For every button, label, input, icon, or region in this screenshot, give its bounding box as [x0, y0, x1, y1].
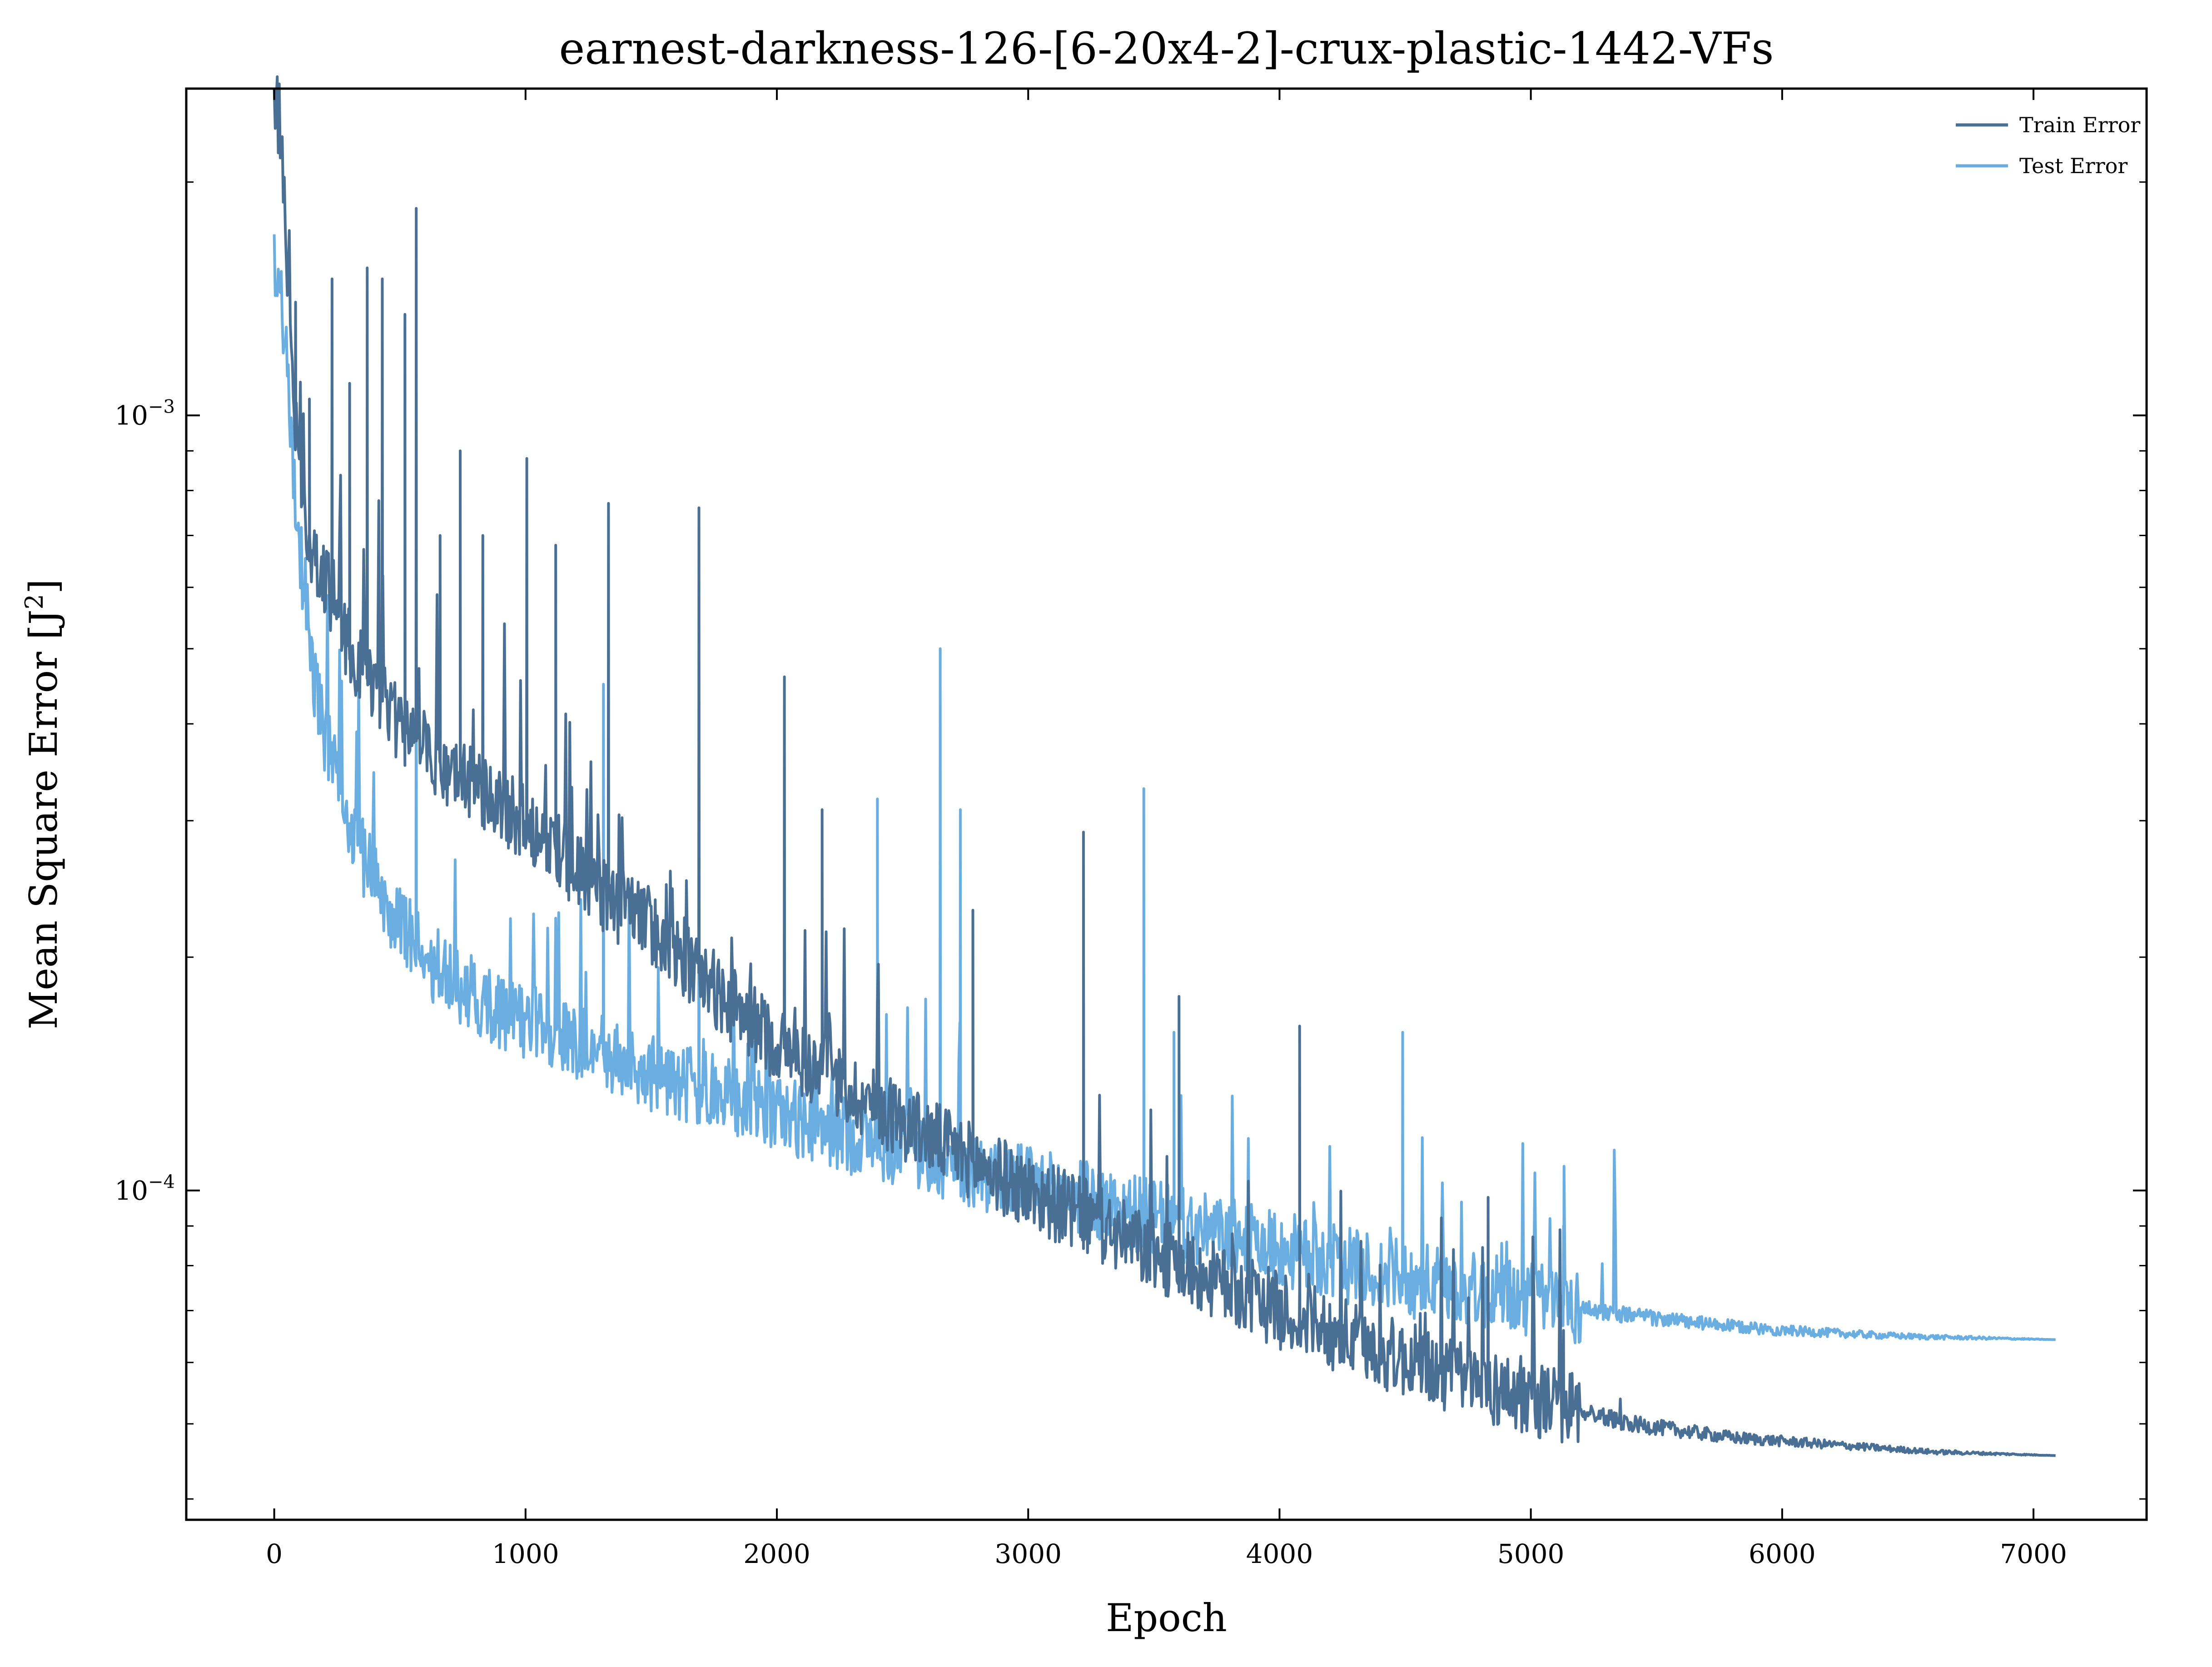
legend: Train Error Test Error	[1956, 113, 2140, 178]
series-lines	[273, 75, 2056, 1457]
y-axis-title-sup: 2	[20, 594, 49, 609]
y-tick-label-base: 10	[114, 1175, 148, 1206]
x-tick-label: 6000	[1749, 1538, 1816, 1569]
series-line-0	[273, 75, 2056, 1457]
y-tick-label: 10−3	[114, 396, 175, 431]
x-axis: 0 1000 2000 3000 4000 5000 6000 7000	[266, 89, 2067, 1569]
series-line-1	[273, 234, 2056, 1344]
x-tick-label: 3000	[994, 1538, 1062, 1569]
x-tick-label: 7000	[2000, 1538, 2067, 1569]
y-tick-label-exp: −4	[148, 1171, 175, 1192]
legend-label: Test Error	[2019, 154, 2127, 178]
y-tick-label-exp: −3	[148, 396, 175, 417]
y-axis-title-base: Mean Square Error [J	[21, 609, 66, 1029]
y-axis-title: Mean Square Error [J2]	[20, 579, 66, 1029]
chart-title: earnest-darkness-126-[6-20x4-2]-crux-pla…	[559, 23, 1774, 74]
x-tick-label: 1000	[492, 1538, 559, 1569]
y-axis-title-tail: ]	[21, 579, 66, 594]
plot-frame	[185, 87, 2148, 1521]
x-tick-label: 2000	[743, 1538, 810, 1569]
y-tick-label-base: 10	[114, 400, 148, 431]
y-tick-label: 10−4	[114, 1171, 175, 1206]
x-tick-label: 5000	[1497, 1538, 1565, 1569]
y-axis: 10−310−4	[114, 181, 2147, 1500]
legend-label: Train Error	[2019, 113, 2140, 137]
x-axis-title: Epoch	[1106, 1596, 1227, 1640]
x-tick-label: 4000	[1246, 1538, 1313, 1569]
x-tick-label: 0	[266, 1538, 283, 1569]
